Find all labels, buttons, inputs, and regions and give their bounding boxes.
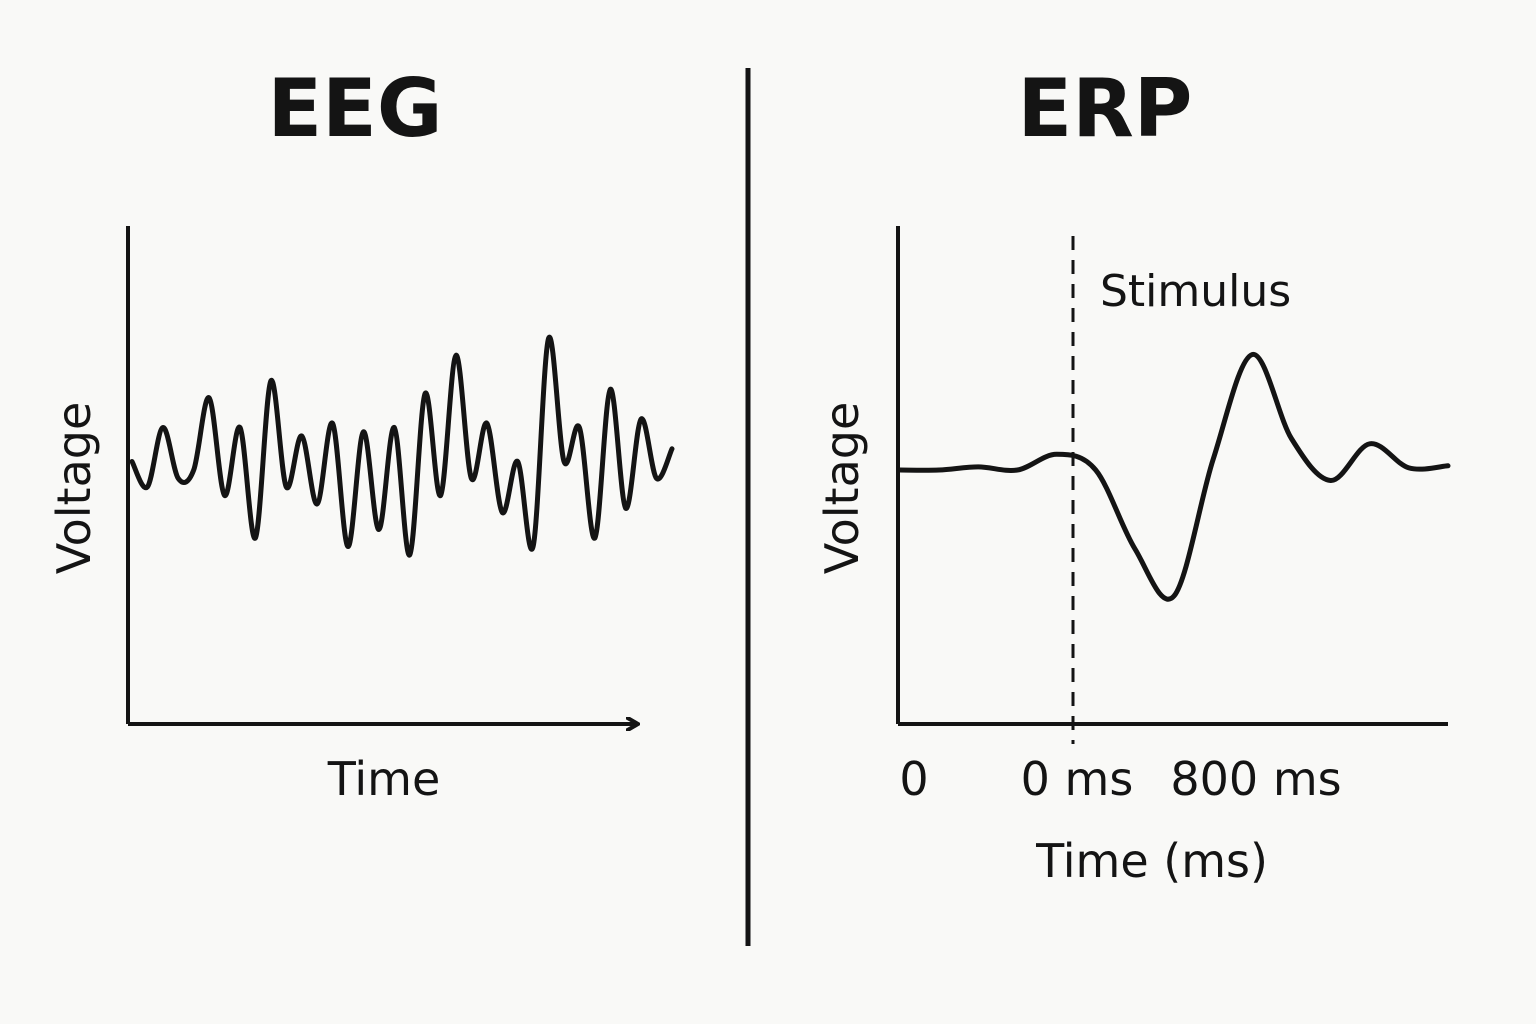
erp-x-label: Time (ms)	[1035, 834, 1268, 888]
erp-tick-0ms: 0 ms	[1021, 752, 1134, 806]
eeg-waveform-line	[129, 334, 675, 558]
eeg-panel: EEG Voltage Time	[47, 62, 675, 806]
eeg-x-label: Time	[327, 752, 441, 806]
eeg-y-label: Voltage	[47, 402, 101, 575]
stimulus-label: Stimulus	[1100, 266, 1291, 317]
erp-title: ERP	[1018, 62, 1193, 155]
erp-panel: ERP Stimulus Voltage 0 0 ms 800 ms Time …	[815, 62, 1451, 888]
erp-y-label: Voltage	[815, 402, 869, 575]
erp-tick-0: 0	[899, 752, 928, 806]
eeg-title: EEG	[268, 62, 443, 155]
erp-tick-800ms: 800 ms	[1170, 752, 1341, 806]
erp-waveform-line	[897, 352, 1451, 602]
